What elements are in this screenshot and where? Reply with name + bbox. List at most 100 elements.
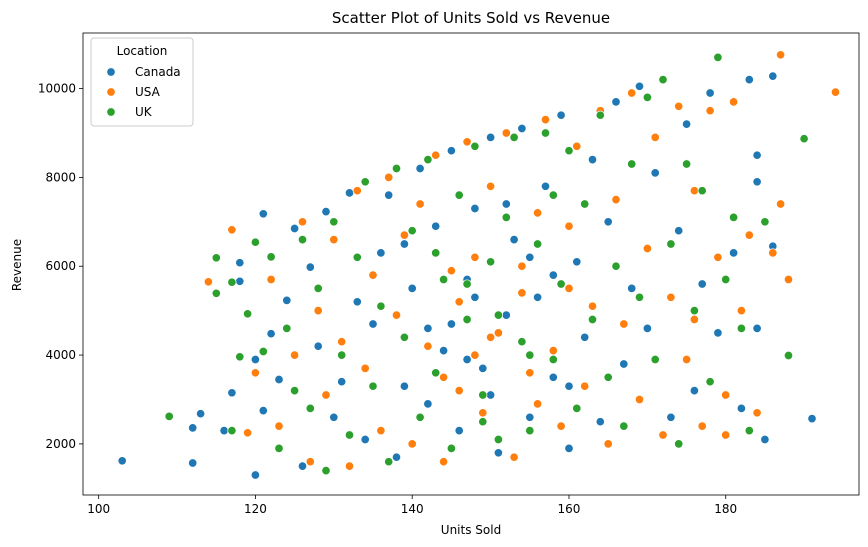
point-canada-23 bbox=[352, 297, 362, 307]
point-uk-46 bbox=[556, 279, 566, 289]
point-usa-7 bbox=[297, 217, 308, 227]
point-uk-26 bbox=[399, 332, 409, 342]
point-usa-29 bbox=[470, 252, 480, 262]
legend-marker-usa bbox=[106, 87, 116, 97]
y-tick-label-2: 6000 bbox=[45, 259, 76, 273]
point-usa-24 bbox=[431, 150, 441, 160]
legend-label-canada: Canada bbox=[135, 65, 181, 79]
point-uk-2 bbox=[211, 253, 221, 263]
point-uk-56 bbox=[634, 292, 645, 302]
y-tick-label-4: 10000 bbox=[38, 82, 76, 96]
point-canada-14 bbox=[274, 374, 284, 385]
point-uk-18 bbox=[337, 350, 347, 360]
point-uk-0 bbox=[164, 411, 174, 421]
point-canada-75 bbox=[760, 434, 770, 445]
point-canada-48 bbox=[548, 372, 558, 382]
x-axis: 100 120 140 160 180 bbox=[87, 495, 737, 516]
point-usa-60 bbox=[713, 252, 723, 262]
point-usa-75 bbox=[517, 261, 527, 271]
point-usa-30 bbox=[478, 408, 488, 418]
point-canada-25 bbox=[368, 319, 378, 329]
point-canada-39 bbox=[478, 363, 488, 373]
point-usa-2 bbox=[243, 428, 253, 438]
point-canada-2 bbox=[196, 409, 206, 419]
point-uk-59 bbox=[658, 75, 668, 85]
point-canada-88 bbox=[564, 381, 574, 391]
point-usa-50 bbox=[634, 394, 645, 405]
x-tick-label-1: 120 bbox=[244, 502, 267, 516]
point-canada-54 bbox=[595, 417, 605, 427]
legend-marker-uk bbox=[106, 107, 116, 117]
point-usa-72 bbox=[689, 314, 699, 325]
point-usa-4 bbox=[266, 274, 276, 285]
point-usa-15 bbox=[360, 363, 370, 373]
point-canada-67 bbox=[697, 279, 707, 289]
point-uk-35 bbox=[470, 141, 480, 151]
point-uk-51 bbox=[595, 110, 605, 120]
point-usa-47 bbox=[611, 195, 621, 205]
point-canada-11 bbox=[266, 329, 276, 339]
point-uk-20 bbox=[352, 252, 362, 262]
point-uk-78 bbox=[548, 190, 558, 200]
point-usa-55 bbox=[674, 101, 684, 111]
point-canada-36 bbox=[454, 426, 464, 436]
point-canada-8 bbox=[250, 354, 260, 365]
point-usa-14 bbox=[352, 186, 362, 196]
point-uk-37 bbox=[486, 257, 496, 267]
point-canada-49 bbox=[556, 110, 566, 120]
legend-marker-canada bbox=[106, 67, 116, 77]
point-canada-55 bbox=[603, 217, 613, 227]
point-usa-26 bbox=[446, 266, 456, 276]
point-usa-0 bbox=[203, 277, 213, 287]
point-canada-63 bbox=[666, 412, 676, 422]
point-usa-73 bbox=[454, 297, 464, 307]
point-usa-39 bbox=[548, 346, 558, 356]
point-uk-73 bbox=[799, 134, 809, 144]
point-canada-45 bbox=[525, 412, 535, 422]
point-usa-40 bbox=[556, 421, 566, 431]
point-usa-32 bbox=[493, 328, 503, 338]
point-uk-41 bbox=[517, 337, 527, 347]
point-uk-8 bbox=[258, 346, 268, 357]
point-usa-52 bbox=[650, 132, 660, 142]
x-tick-label-2: 140 bbox=[401, 502, 424, 516]
point-usa-62 bbox=[729, 97, 739, 107]
plot-frame bbox=[82, 32, 860, 496]
point-uk-16 bbox=[321, 466, 331, 476]
point-usa-11 bbox=[329, 235, 339, 245]
point-canada-6 bbox=[235, 276, 245, 286]
point-canada-46 bbox=[533, 292, 543, 302]
point-canada-28 bbox=[391, 452, 402, 462]
point-uk-58 bbox=[650, 354, 660, 365]
point-uk-47 bbox=[564, 146, 574, 156]
point-uk-17 bbox=[329, 217, 339, 227]
point-canada-50 bbox=[564, 443, 574, 453]
point-uk-74 bbox=[462, 279, 472, 289]
point-usa-70 bbox=[830, 87, 841, 97]
point-usa-31 bbox=[486, 181, 496, 191]
point-usa-33 bbox=[501, 128, 511, 138]
point-usa-64 bbox=[744, 230, 754, 240]
point-canada-3 bbox=[188, 423, 198, 433]
point-uk-5 bbox=[235, 352, 245, 362]
point-uk-65 bbox=[705, 377, 715, 387]
point-usa-18 bbox=[384, 172, 394, 182]
point-usa-48 bbox=[619, 319, 629, 329]
point-uk-33 bbox=[454, 190, 464, 200]
point-usa-16 bbox=[368, 270, 378, 280]
point-uk-27 bbox=[407, 226, 417, 236]
point-canada-58 bbox=[627, 283, 637, 293]
point-canada-24 bbox=[360, 434, 370, 445]
point-usa-27 bbox=[454, 386, 464, 396]
point-canada-79 bbox=[752, 323, 762, 333]
point-uk-53 bbox=[611, 261, 621, 271]
legend-label-usa: USA bbox=[135, 85, 161, 99]
point-canada-86 bbox=[548, 270, 558, 280]
point-uk-36 bbox=[478, 390, 488, 400]
point-uk-76 bbox=[525, 350, 535, 360]
chart-title: Scatter Plot of Units Sold vs Revenue bbox=[332, 9, 610, 27]
point-uk-49 bbox=[580, 199, 590, 209]
x-tick-label-3: 160 bbox=[558, 502, 581, 516]
point-usa-65 bbox=[752, 408, 762, 418]
point-uk-32 bbox=[446, 443, 456, 453]
